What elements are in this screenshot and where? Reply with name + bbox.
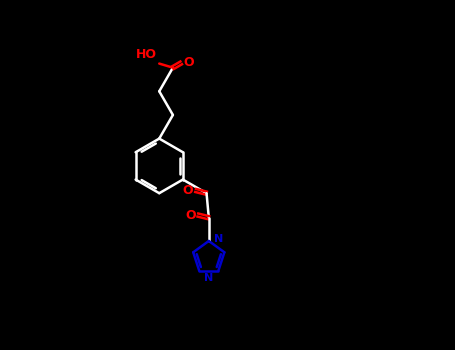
Text: N: N bbox=[214, 234, 223, 244]
Text: O: O bbox=[185, 209, 196, 222]
Text: HO: HO bbox=[136, 48, 157, 61]
Text: O: O bbox=[183, 56, 194, 69]
Text: O: O bbox=[183, 184, 193, 197]
Text: N: N bbox=[204, 273, 213, 283]
